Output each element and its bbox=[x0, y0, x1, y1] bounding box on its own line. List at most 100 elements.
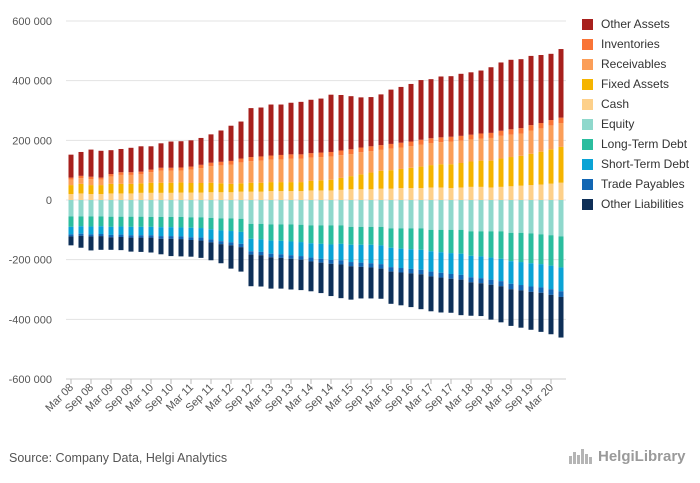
bar-segment bbox=[108, 176, 114, 184]
bar-segment bbox=[508, 200, 514, 233]
bar-segment bbox=[88, 179, 94, 186]
legend-swatch bbox=[582, 158, 593, 170]
bar-segment bbox=[538, 128, 544, 152]
bar-segment bbox=[288, 158, 294, 183]
legend-item: Other Assets bbox=[582, 14, 689, 34]
bar-segment bbox=[458, 200, 464, 230]
bar-segment bbox=[518, 200, 524, 233]
bar-segment bbox=[378, 200, 384, 227]
logo-text: HelgiLibrary bbox=[598, 447, 686, 465]
bar-segment bbox=[478, 231, 484, 257]
bar-segment bbox=[418, 139, 424, 145]
bar-segment bbox=[318, 243, 324, 259]
bar-segment bbox=[548, 200, 554, 236]
bar-segment bbox=[338, 200, 344, 226]
bar-segment bbox=[298, 101, 304, 155]
bar-segment bbox=[368, 172, 374, 190]
bar-segment bbox=[298, 158, 304, 183]
bar-segment bbox=[268, 240, 274, 254]
bar-segment bbox=[428, 187, 434, 200]
bar-segment bbox=[148, 146, 154, 170]
bar-segment bbox=[328, 244, 334, 260]
bar-segment bbox=[428, 165, 434, 188]
bar-segment bbox=[538, 292, 544, 332]
bar-segment bbox=[78, 200, 84, 217]
bar-segment bbox=[238, 191, 244, 200]
bar-segment bbox=[148, 226, 154, 236]
bar-segment bbox=[268, 104, 274, 156]
bar-segment bbox=[98, 216, 104, 227]
bar-segment bbox=[508, 186, 514, 200]
bar-segment bbox=[368, 267, 374, 299]
bar-segment bbox=[538, 264, 544, 288]
bar-segment bbox=[528, 291, 534, 330]
legend-swatch bbox=[582, 38, 593, 50]
bar-segment bbox=[448, 278, 454, 313]
bar-segment bbox=[218, 241, 224, 245]
legend-label: Other Assets bbox=[601, 17, 670, 31]
bar-segment bbox=[558, 291, 564, 297]
bar-segment bbox=[458, 229, 464, 254]
bar-segment bbox=[548, 265, 554, 290]
bar-segment bbox=[88, 226, 94, 235]
bar-segment bbox=[528, 286, 534, 292]
bar-segment bbox=[468, 255, 474, 278]
bar-segment bbox=[388, 228, 394, 248]
bar-segment bbox=[178, 167, 184, 171]
bar-segment bbox=[158, 143, 164, 168]
bar-segment bbox=[428, 271, 434, 277]
bar-segment bbox=[198, 192, 204, 200]
bar-segment bbox=[498, 62, 504, 131]
bar-segment bbox=[378, 268, 384, 299]
bar-segment bbox=[538, 55, 544, 124]
bar-segment bbox=[488, 231, 494, 258]
bar-segment bbox=[448, 200, 454, 230]
bar-segment bbox=[428, 138, 434, 144]
bar-segment bbox=[288, 224, 294, 242]
bar-segment bbox=[118, 193, 124, 200]
bar-segment bbox=[438, 272, 444, 278]
bar-segment bbox=[528, 130, 534, 154]
bar-segment bbox=[278, 224, 284, 241]
bar-segment bbox=[508, 129, 514, 135]
bar-segment bbox=[348, 176, 354, 190]
bar-segment bbox=[138, 192, 144, 200]
bar-segment bbox=[398, 142, 404, 148]
bar-segment bbox=[168, 192, 174, 200]
bar-segment bbox=[398, 188, 404, 200]
bar-segment bbox=[78, 193, 84, 200]
bar-segment bbox=[458, 274, 464, 280]
bar-segment bbox=[178, 236, 184, 240]
bar-segment bbox=[488, 257, 494, 280]
bar-segment bbox=[518, 232, 524, 263]
bar-segment bbox=[188, 200, 194, 218]
bar-segment bbox=[408, 200, 414, 229]
bar-segment bbox=[538, 234, 544, 265]
bar-segment bbox=[418, 249, 424, 270]
bar-segment bbox=[418, 80, 424, 140]
bar-segment bbox=[78, 235, 84, 248]
bar-segment bbox=[358, 266, 364, 299]
bar-segment bbox=[368, 146, 374, 152]
bar-segment bbox=[398, 168, 404, 189]
bar-segment bbox=[208, 162, 214, 167]
bar-segment bbox=[348, 149, 354, 155]
bar-segment bbox=[138, 183, 144, 193]
bar-segment bbox=[448, 273, 454, 279]
bar-segment bbox=[78, 233, 84, 236]
bar-segment bbox=[218, 130, 224, 162]
bar-segment bbox=[458, 187, 464, 200]
bar-segment bbox=[388, 148, 394, 171]
bar-segment bbox=[318, 200, 324, 226]
bar-segment bbox=[358, 200, 364, 227]
bar-segment bbox=[238, 121, 244, 159]
bar-segment bbox=[198, 240, 204, 258]
bar-segment bbox=[218, 165, 224, 184]
bar-segment bbox=[108, 200, 114, 217]
legend-label: Inventories bbox=[601, 37, 660, 51]
bar-segment bbox=[328, 225, 334, 245]
bar-segment bbox=[368, 200, 374, 227]
bar-segment bbox=[238, 243, 244, 248]
bar-segment bbox=[358, 147, 364, 153]
